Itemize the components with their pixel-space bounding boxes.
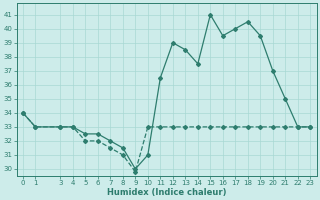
X-axis label: Humidex (Indice chaleur): Humidex (Indice chaleur) (107, 188, 226, 197)
